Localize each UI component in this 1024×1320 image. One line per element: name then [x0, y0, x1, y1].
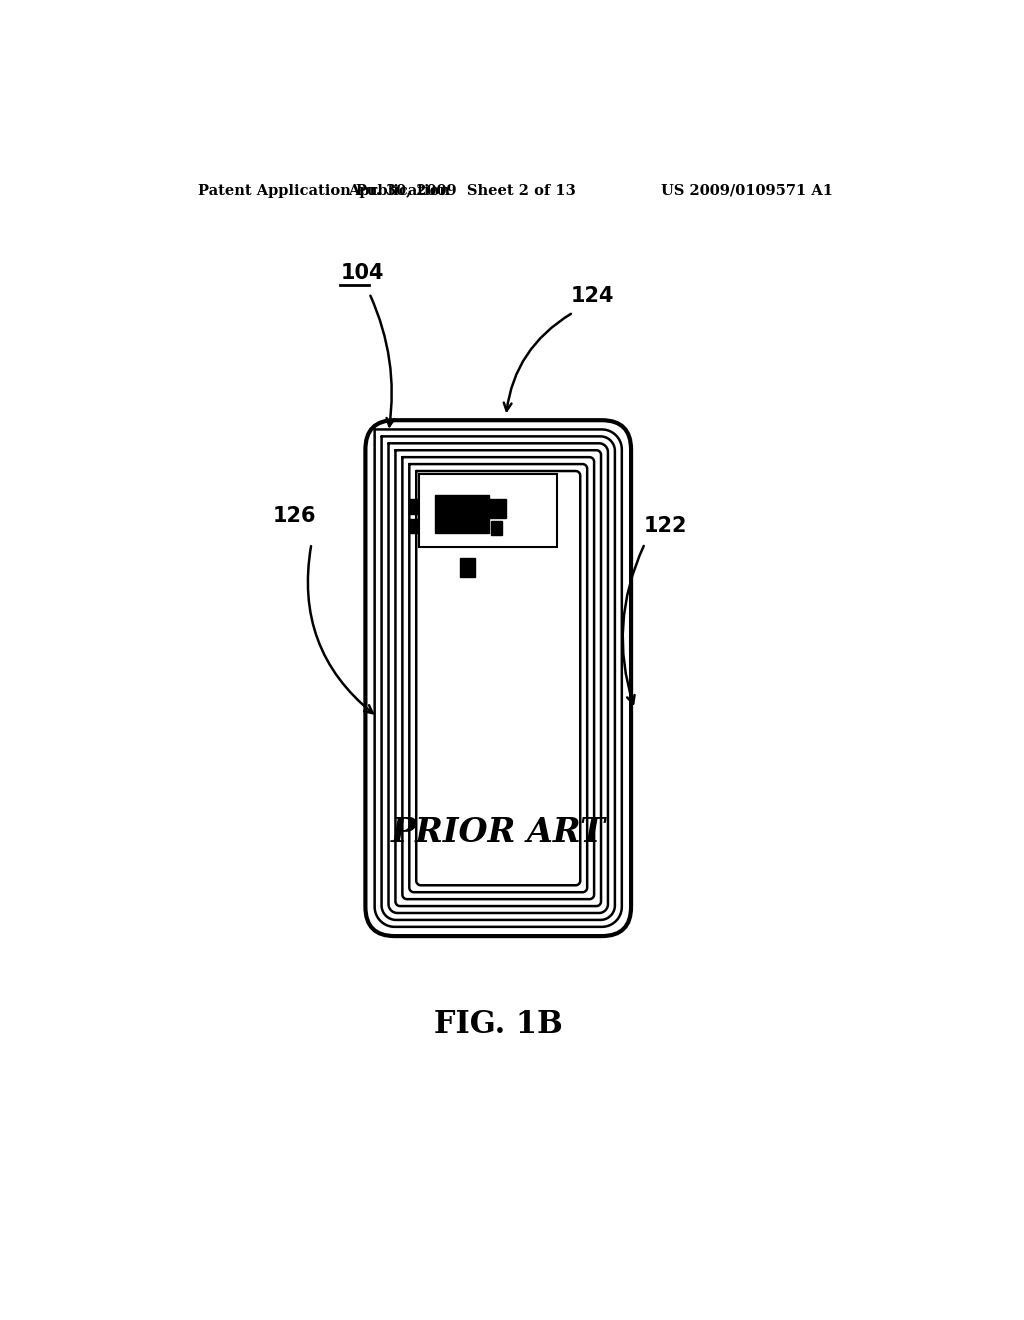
Text: 126: 126	[273, 506, 316, 525]
Bar	[490, 521, 503, 535]
Text: Patent Application Publication: Patent Application Publication	[199, 183, 451, 198]
Text: Apr. 30, 2009  Sheet 2 of 13: Apr. 30, 2009 Sheet 2 of 13	[348, 183, 575, 198]
Bar	[435, 495, 488, 533]
Text: PRIOR ART: PRIOR ART	[391, 816, 605, 849]
Text: 104: 104	[341, 263, 384, 284]
Bar	[460, 558, 475, 577]
FancyBboxPatch shape	[366, 420, 631, 936]
Text: 122: 122	[643, 516, 687, 536]
Bar	[409, 499, 418, 515]
Text: US 2009/0109571 A1: US 2009/0109571 A1	[660, 183, 833, 198]
Text: FIG. 1B: FIG. 1B	[434, 1010, 562, 1040]
Bar	[409, 519, 418, 533]
Bar	[488, 499, 506, 517]
Bar	[419, 474, 557, 548]
Text: 124: 124	[571, 286, 614, 306]
